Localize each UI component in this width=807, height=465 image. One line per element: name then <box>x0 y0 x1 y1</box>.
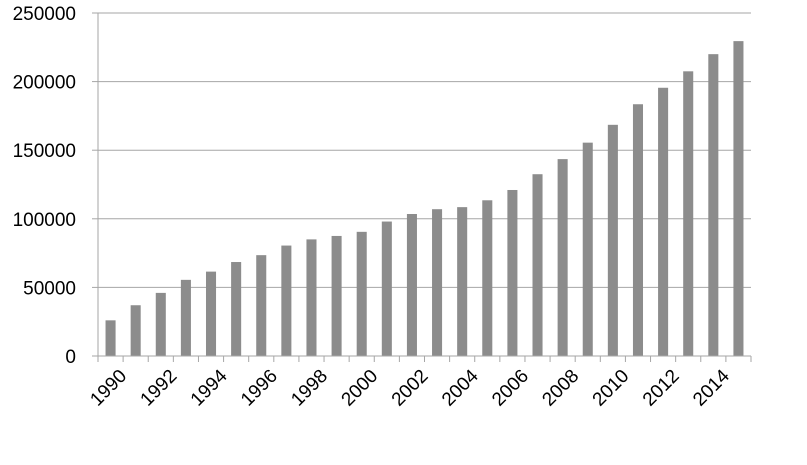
bar-2014 <box>708 54 719 356</box>
bar-2003 <box>432 209 443 356</box>
x-tick-labels: 1990 1992 1994 1996 1998 2000 2002 2004 2006 2008… <box>86 365 734 410</box>
bar-1995 <box>231 262 242 356</box>
x-tick-label: 1996 <box>237 366 282 411</box>
bar-2009 <box>582 142 593 356</box>
x-tick-label: 2004 <box>438 365 483 410</box>
x-tick-label: 1992 <box>137 366 182 411</box>
x-tick-label: 1998 <box>287 366 332 411</box>
x-tick-label: 1990 <box>86 366 131 411</box>
y-tick-label: 200000 <box>13 73 76 94</box>
bar-1994 <box>205 271 217 356</box>
y-tick-label: 250000 <box>13 4 76 25</box>
axes <box>92 12 752 362</box>
x-tick-label: 2012 <box>639 366 684 411</box>
bar-1993 <box>180 279 191 356</box>
x-tick-label: 2008 <box>538 366 583 411</box>
gridlines <box>98 12 751 288</box>
bar-2007 <box>532 174 543 356</box>
bar-2013 <box>683 71 694 356</box>
bar-1992 <box>155 292 166 356</box>
bar-1997 <box>281 245 292 356</box>
bar-1996 <box>256 255 267 356</box>
x-tick-label: 1994 <box>187 365 232 410</box>
bar-2002 <box>406 213 417 356</box>
x-tick-label: 2000 <box>338 366 383 411</box>
bars <box>105 41 744 357</box>
bar-2010 <box>607 124 618 357</box>
bar-1998 <box>306 239 317 356</box>
bar-2008 <box>557 159 568 356</box>
bar-2006 <box>507 189 518 356</box>
bar-2005 <box>482 200 493 356</box>
y-tick-labels: 0 50000 100000 150000 200000 250000 <box>13 4 76 368</box>
bar-2000 <box>356 231 367 356</box>
bar-1991 <box>130 305 141 356</box>
bar-2015 <box>733 41 744 356</box>
x-tick-label: 2006 <box>488 366 533 411</box>
bar-2001 <box>381 221 392 356</box>
bar-1999 <box>331 235 342 356</box>
x-tick-label: 2010 <box>589 366 634 411</box>
y-tick-label: 50000 <box>23 278 76 299</box>
y-tick-label: 150000 <box>13 141 76 162</box>
x-tick-label: 2014 <box>689 365 734 410</box>
bar-2011 <box>632 104 644 356</box>
y-tick-label: 100000 <box>13 210 76 231</box>
bar-2004 <box>457 207 468 356</box>
y-tick-label: 0 <box>65 347 76 368</box>
x-tick-label: 2002 <box>388 366 433 411</box>
bar-2012 <box>658 87 669 357</box>
bar-1990 <box>105 320 116 356</box>
